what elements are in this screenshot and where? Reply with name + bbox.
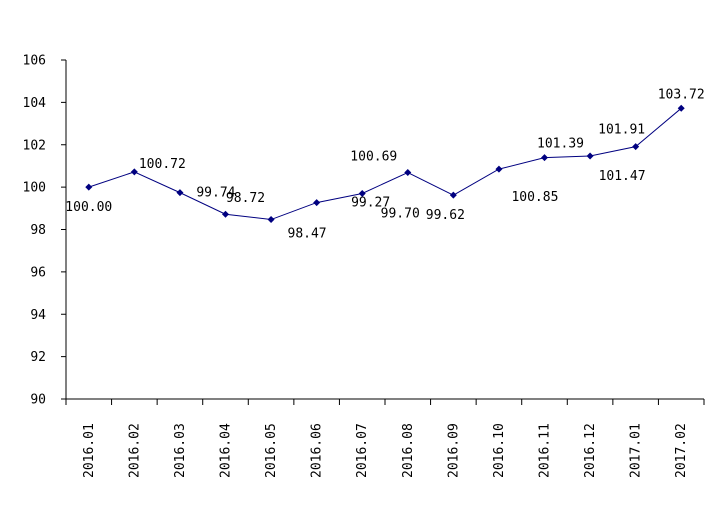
x-tick-label: 2016.12	[583, 423, 598, 478]
data-label: 100.85	[511, 190, 558, 205]
data-point-marker	[677, 104, 685, 112]
series-line	[88, 107, 682, 221]
data-label: 99.74	[196, 186, 235, 201]
data-point-marker	[130, 168, 138, 176]
data-point-marker	[358, 189, 366, 197]
data-label: 99.62	[426, 208, 465, 223]
x-tick-label: 2017.01	[629, 423, 644, 478]
y-tick-label: 106	[23, 54, 46, 69]
x-tick-label: 2016.06	[310, 423, 325, 478]
x-tick-label: 2016.03	[173, 423, 188, 478]
data-point-marker	[222, 210, 229, 218]
data-point-marker	[85, 183, 93, 191]
y-tick-label: 92	[30, 350, 46, 365]
data-label: 103.72	[658, 87, 705, 102]
data-point-marker	[176, 189, 184, 197]
data-label: 101.39	[537, 137, 584, 152]
y-tick-label: 96	[30, 265, 46, 280]
data-point-marker	[313, 199, 321, 207]
data-label: 98.47	[288, 227, 327, 242]
data-point-marker	[404, 169, 412, 177]
data-point-marker	[541, 154, 548, 162]
data-point-marker	[632, 143, 640, 151]
series-group	[85, 104, 685, 224]
data-point-marker	[267, 216, 275, 224]
x-tick-label: 2016.08	[401, 423, 416, 478]
x-tick-label: 2016.09	[446, 423, 461, 478]
data-label: 101.91	[598, 123, 645, 138]
data-label: 99.27	[351, 196, 390, 211]
data-label: 100.72	[139, 157, 186, 172]
x-tick-label: 2016.10	[492, 423, 507, 478]
y-tick-label: 98	[30, 223, 46, 238]
x-axis: 2016.01 2016.02 2016.03 2016.04 2016.05 2016.…	[65, 398, 705, 478]
data-label: 101.47	[599, 169, 646, 184]
y-tick-label: 94	[30, 308, 46, 323]
y-tick-label: 90	[30, 393, 46, 408]
x-tick-label: 2016.01	[82, 423, 97, 478]
data-label: 99.70	[381, 206, 420, 221]
y-axis: 90 92 94 96 98 100 102 104 106	[23, 54, 67, 408]
x-tick-label: 2016.04	[219, 423, 234, 478]
x-tick-label: 2016.11	[538, 423, 553, 478]
data-label: 98.72	[226, 191, 265, 206]
y-tick-label: 102	[23, 138, 46, 153]
data-label: 100.00	[65, 200, 112, 215]
x-tick-label: 2017.02	[674, 423, 689, 478]
data-point-marker	[449, 191, 457, 199]
data-point-marker	[495, 165, 503, 173]
x-tick-label: 2016.02	[127, 423, 142, 478]
y-tick-label: 100	[23, 181, 46, 196]
data-point-marker	[586, 152, 594, 160]
data-label: 100.69	[350, 150, 397, 165]
x-tick-label: 2016.07	[355, 423, 370, 478]
y-tick-label: 104	[23, 96, 47, 111]
x-tick-label: 2016.05	[264, 423, 279, 478]
